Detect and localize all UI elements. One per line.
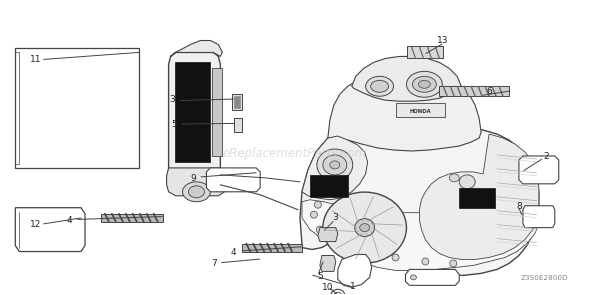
Ellipse shape <box>310 211 317 218</box>
Ellipse shape <box>459 175 475 189</box>
Polygon shape <box>171 40 222 56</box>
Ellipse shape <box>323 155 347 175</box>
Polygon shape <box>352 56 461 101</box>
Ellipse shape <box>450 260 457 267</box>
Text: eReplacementParts.com: eReplacementParts.com <box>223 147 367 160</box>
Ellipse shape <box>355 219 375 237</box>
Polygon shape <box>519 156 559 184</box>
Text: Z3S0E2800D: Z3S0E2800D <box>520 275 568 281</box>
Ellipse shape <box>360 224 370 232</box>
Ellipse shape <box>334 292 342 295</box>
Bar <box>395 103 445 117</box>
Polygon shape <box>320 255 336 271</box>
Ellipse shape <box>330 161 340 169</box>
Polygon shape <box>300 116 539 276</box>
Ellipse shape <box>317 149 353 181</box>
Text: 10: 10 <box>322 283 333 292</box>
Bar <box>234 118 242 132</box>
Polygon shape <box>408 47 443 58</box>
Ellipse shape <box>412 76 437 92</box>
Text: 11: 11 <box>30 55 41 64</box>
Polygon shape <box>338 255 372 287</box>
Polygon shape <box>318 228 338 242</box>
Polygon shape <box>328 73 481 151</box>
Polygon shape <box>101 214 163 222</box>
Polygon shape <box>302 136 368 200</box>
Polygon shape <box>166 168 227 196</box>
Polygon shape <box>169 53 220 180</box>
Ellipse shape <box>449 174 459 182</box>
Text: 5: 5 <box>317 272 323 281</box>
Text: 8: 8 <box>516 202 522 211</box>
Polygon shape <box>405 269 459 285</box>
Text: HONDA: HONDA <box>409 109 431 114</box>
Bar <box>212 68 222 156</box>
Text: 2: 2 <box>543 152 549 161</box>
Polygon shape <box>302 200 539 271</box>
Text: 5: 5 <box>171 119 177 129</box>
Ellipse shape <box>182 182 211 202</box>
Text: 4: 4 <box>231 248 236 257</box>
Ellipse shape <box>392 254 399 261</box>
Text: 4: 4 <box>66 216 72 225</box>
Bar <box>310 175 348 197</box>
Ellipse shape <box>422 258 429 265</box>
Text: 13: 13 <box>437 36 449 45</box>
Text: 7: 7 <box>211 259 217 268</box>
Ellipse shape <box>407 71 442 97</box>
Text: 9: 9 <box>190 173 196 183</box>
Ellipse shape <box>316 226 323 233</box>
Bar <box>175 63 211 162</box>
Bar <box>234 96 240 108</box>
Ellipse shape <box>314 201 322 208</box>
Polygon shape <box>15 48 139 168</box>
Ellipse shape <box>188 186 204 198</box>
Bar <box>232 94 242 110</box>
Bar <box>459 188 495 208</box>
Ellipse shape <box>411 275 417 280</box>
Text: 6: 6 <box>486 87 491 96</box>
Ellipse shape <box>323 192 407 263</box>
Ellipse shape <box>331 289 345 295</box>
Polygon shape <box>523 206 555 228</box>
Polygon shape <box>242 244 302 252</box>
Text: 3: 3 <box>169 96 175 104</box>
Text: 1: 1 <box>350 283 355 291</box>
Ellipse shape <box>366 76 394 96</box>
Ellipse shape <box>371 80 389 92</box>
Text: 12: 12 <box>30 220 41 229</box>
Polygon shape <box>15 208 85 252</box>
Polygon shape <box>419 134 539 260</box>
Polygon shape <box>440 86 509 96</box>
Text: 3: 3 <box>332 214 338 222</box>
Ellipse shape <box>418 80 430 88</box>
Polygon shape <box>206 168 260 192</box>
